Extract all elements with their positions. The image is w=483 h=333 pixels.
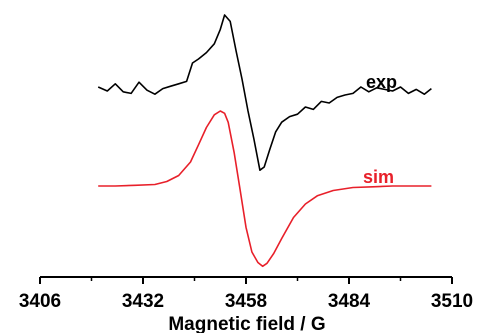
plot-area: exp sim (97, 14, 432, 268)
x-axis-title: Magnetic field / G (168, 314, 325, 333)
series-line-sim (98, 110, 432, 268)
series-label-exp: exp (366, 72, 397, 92)
x-tick-label: 3406 (19, 291, 61, 312)
series-line-exp (97, 14, 432, 171)
x-tick-label: 3458 (225, 291, 267, 312)
x-tick-label: 3432 (122, 291, 164, 312)
x-axis: 3406 3432 3458 3484 3510 (19, 276, 473, 312)
x-tick-label: 3484 (328, 291, 371, 312)
x-tick-label: 3510 (431, 291, 473, 312)
series-label-sim: sim (363, 167, 394, 187)
